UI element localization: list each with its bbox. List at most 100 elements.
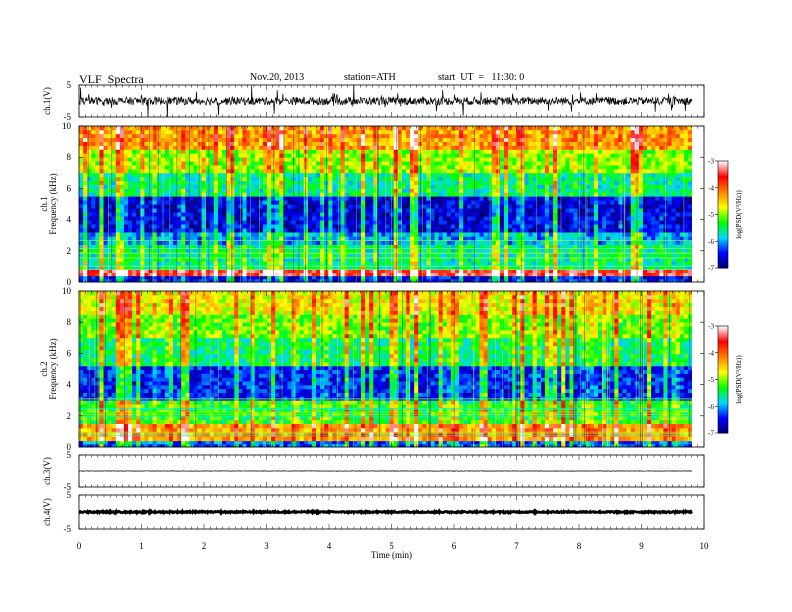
spectrogram-cell xyxy=(381,184,387,189)
spectrogram-cell xyxy=(303,161,309,166)
spectrogram-cell xyxy=(316,216,321,221)
spectrogram-cell xyxy=(140,252,145,258)
spectrogram-cell xyxy=(336,257,342,262)
spectrogram-cell xyxy=(377,204,383,209)
spectrogram-cell xyxy=(254,168,260,174)
spectrogram-cell xyxy=(311,269,317,274)
spectrogram-cell xyxy=(463,153,468,158)
spectrogram-cell xyxy=(659,204,664,209)
spectrogram-cell xyxy=(528,204,534,209)
spectrogram-cell xyxy=(205,257,211,262)
spectrogram-cell xyxy=(381,196,387,201)
spectrogram-cell xyxy=(536,261,542,266)
spectrogram-cell xyxy=(266,272,272,277)
spectrogram-cell xyxy=(344,228,350,233)
spectrogram-cell xyxy=(79,157,84,162)
spectrogram-cell xyxy=(475,192,481,197)
spectrogram-cell xyxy=(414,228,419,233)
spectrogram-cell xyxy=(381,236,387,241)
spectrogram-cell xyxy=(369,275,374,280)
spectrogram-cell xyxy=(360,176,366,181)
spectrogram-cell xyxy=(201,192,207,197)
spectrogram-cell xyxy=(238,165,244,170)
spectrogram-cell xyxy=(115,232,121,237)
spectrogram-cell xyxy=(540,204,546,209)
spectrogram-cell xyxy=(87,252,92,258)
spectrogram-cell xyxy=(234,228,239,233)
spectrogram-cell xyxy=(115,275,121,280)
spectrogram-cell xyxy=(446,157,452,162)
spectrogram-cell xyxy=(107,212,113,217)
spectrogram-cell xyxy=(585,257,591,262)
spectrogram-cell xyxy=(369,188,374,193)
spectrogram-cell xyxy=(234,248,239,254)
spectrogram-cell xyxy=(242,272,248,277)
spectrogram-cell xyxy=(573,153,579,158)
spectrogram-cell xyxy=(475,220,481,225)
spectrogram-cell xyxy=(79,208,84,213)
spectrogram-cell xyxy=(606,153,611,158)
spectrogram-cell xyxy=(467,161,472,166)
spectrogram-cell xyxy=(504,240,509,245)
spectrogram-cell xyxy=(528,232,534,237)
spectrogram-cell xyxy=(683,153,689,158)
spectrogram-cell xyxy=(111,208,117,213)
spectrogram-cell xyxy=(532,208,538,213)
spectrogram-cell xyxy=(577,200,583,205)
spectrogram-cell xyxy=(626,208,632,213)
spectrogram-cell xyxy=(332,188,338,193)
spectrogram-cell xyxy=(512,208,517,213)
spectrogram-cell xyxy=(642,278,648,283)
spectrogram-cell xyxy=(168,184,174,189)
spectrogram-cell xyxy=(95,157,101,162)
spectrogram-cell xyxy=(491,244,497,250)
spectrogram-cell xyxy=(532,224,538,229)
spectrogram-cell xyxy=(246,204,252,209)
spectrogram-cell xyxy=(491,278,497,283)
spectrogram-cell xyxy=(168,176,174,181)
spectrogram-cell xyxy=(651,252,656,258)
spectrogram-cell xyxy=(79,192,84,197)
spectrogram-cell xyxy=(83,244,88,250)
spectrogram-cell xyxy=(115,236,121,241)
station-label: station=ATH xyxy=(344,72,396,83)
spectrogram-cell xyxy=(226,212,231,217)
spectrogram-cell xyxy=(454,265,460,270)
spectrogram-cell xyxy=(279,232,284,237)
spectrogram-cell xyxy=(667,208,673,213)
spectrogram-cell xyxy=(569,257,575,262)
spectrogram-cell xyxy=(217,240,223,245)
spectrogram-cell xyxy=(610,278,615,283)
spectrogram-cell xyxy=(320,275,325,280)
spectrogram-cell xyxy=(655,153,660,158)
spectrogram-cell xyxy=(95,257,101,262)
spectrogram-cell xyxy=(471,153,477,158)
spectrogram-cell xyxy=(238,248,244,254)
spectrogram-cell xyxy=(630,236,636,241)
spectrogram-cell xyxy=(275,265,280,270)
spectrogram-cell xyxy=(189,184,195,189)
spectrogram-cell xyxy=(610,236,615,241)
spectrogram-cell xyxy=(479,172,485,178)
spectrogram-cell xyxy=(499,216,505,221)
spectrogram-cell xyxy=(446,168,452,174)
spectrogram-cell xyxy=(230,236,235,241)
spectrogram-cell xyxy=(299,269,305,274)
spectrogram-cell xyxy=(573,272,579,277)
spectrogram-cell xyxy=(311,204,317,209)
spectrogram-cell xyxy=(140,228,145,233)
spectrogram-cell xyxy=(422,196,427,201)
spectrogram-cell xyxy=(295,168,301,174)
spectrogram-cell xyxy=(258,161,264,166)
spectrogram-cell xyxy=(336,200,342,205)
spectrogram-cell xyxy=(258,184,264,189)
spectrogram-cell xyxy=(299,212,305,217)
spectrogram-cell xyxy=(311,275,317,280)
spectrogram-cell xyxy=(373,236,378,241)
spectrogram-cell xyxy=(495,272,501,277)
spectrogram-cell xyxy=(356,165,362,170)
spectrogram-cell xyxy=(659,232,664,237)
spectrogram-cell xyxy=(454,192,460,197)
spectrogram-cell xyxy=(340,275,346,280)
spectrogram-cell xyxy=(553,192,558,197)
